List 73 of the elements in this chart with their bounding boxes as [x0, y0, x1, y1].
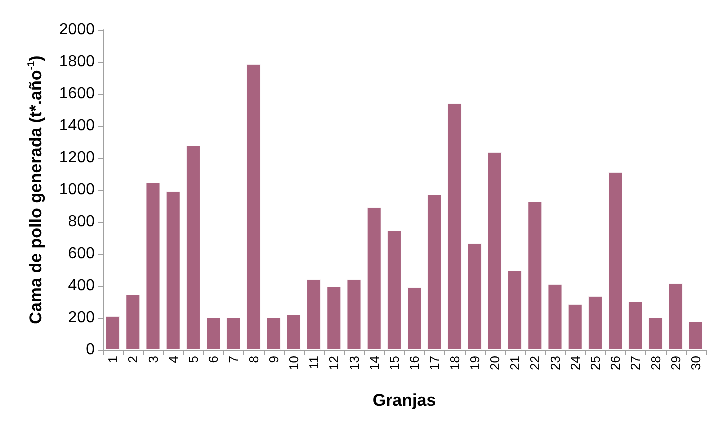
y-tick-label: 2000 [59, 22, 96, 38]
x-tick-label: 8 [246, 356, 262, 364]
bar [106, 316, 120, 350]
bar [146, 182, 160, 350]
bar [186, 146, 200, 350]
x-tick-label: 24 [568, 356, 583, 370]
y-tick-label: 1000 [59, 182, 96, 198]
y-tick-label: 1800 [59, 54, 96, 70]
bar [347, 280, 362, 350]
x-tick-label: 11 [306, 356, 322, 370]
x-tick-label: 26 [608, 356, 624, 370]
bar [246, 64, 261, 350]
y-tick-label: 1600 [59, 86, 96, 102]
bar [628, 302, 643, 350]
x-tick-label: 29 [668, 356, 684, 370]
x-tick-label: 14 [366, 356, 382, 370]
bar [408, 288, 422, 350]
bar [166, 192, 180, 350]
bar [468, 244, 482, 350]
x-tick-label: 6 [206, 356, 222, 364]
bar [608, 172, 623, 350]
bar [367, 208, 382, 350]
x-tick-label: 5 [186, 356, 201, 364]
bar [226, 318, 241, 350]
x-tick-label: 9 [266, 356, 282, 364]
x-tick-label: 23 [548, 356, 563, 370]
x-tick-label: 10 [286, 356, 302, 370]
bar [387, 230, 402, 350]
x-axis-title: Granjas [372, 391, 436, 410]
x-tick-label: 4 [166, 356, 181, 364]
x-tick-label: 12 [326, 356, 342, 370]
bar [528, 202, 542, 350]
bar [588, 296, 602, 350]
bar [568, 304, 582, 350]
bar [648, 318, 663, 350]
bar [126, 294, 140, 350]
x-tick-label: 7 [226, 356, 242, 364]
x-tick-label: 15 [386, 356, 402, 370]
bar [688, 322, 703, 350]
x-tick-label: 22 [528, 356, 543, 370]
bar [508, 270, 522, 350]
y-tick-label: 1200 [59, 150, 96, 166]
x-tick-label: 1 [106, 356, 121, 364]
x-tick-label: 27 [628, 356, 644, 370]
y-axis-title: Cama de pollo generada (t*.año-1) [26, 56, 46, 324]
x-tick-label: 17 [427, 356, 442, 370]
bar [266, 318, 281, 350]
x-tick-label: 18 [447, 356, 462, 370]
y-tick-label: 0 [86, 342, 96, 358]
bar [428, 194, 442, 350]
y-tick-label: 400 [68, 278, 96, 294]
x-tick-label: 3 [146, 356, 161, 364]
x-tick-label: 25 [588, 356, 603, 370]
x-tick-label: 20 [487, 356, 502, 370]
y-tick-label: 1400 [59, 118, 96, 134]
bar [206, 318, 221, 350]
bar [668, 284, 683, 350]
bar [327, 286, 342, 350]
y-tick-label: 800 [68, 214, 96, 230]
bar [488, 152, 502, 350]
y-tick-label: 600 [68, 246, 96, 262]
x-tick-label: 21 [508, 356, 523, 370]
x-tick-label: 2 [126, 356, 141, 364]
bar [307, 280, 322, 350]
x-tick-label: 28 [648, 356, 664, 370]
x-tick-label: 19 [467, 356, 482, 370]
bar [548, 284, 562, 350]
x-tick-label: 13 [346, 356, 362, 370]
bar [286, 314, 301, 350]
y-tick-label: 200 [68, 310, 96, 326]
x-tick-label: 30 [688, 356, 704, 370]
bar [448, 104, 462, 350]
x-tick-label: 16 [407, 356, 422, 370]
